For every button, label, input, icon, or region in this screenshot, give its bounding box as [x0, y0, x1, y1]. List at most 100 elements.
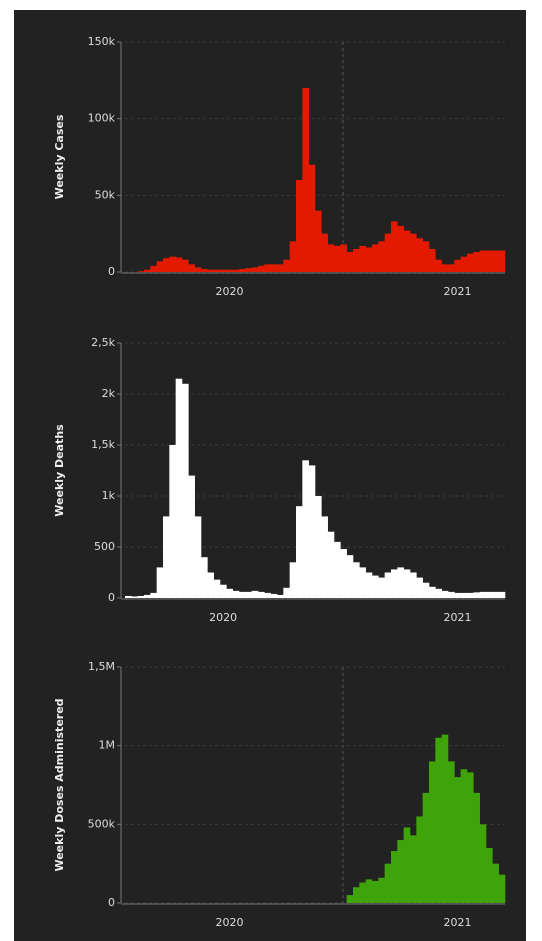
bar: [296, 180, 303, 272]
bar: [327, 244, 335, 272]
bar: [340, 549, 347, 598]
bar: [308, 465, 316, 598]
bar: [258, 591, 265, 598]
y-axis-title: Weekly Doses Administered: [53, 698, 66, 871]
bar: [264, 592, 271, 598]
y-tick-label: 1,5M: [88, 660, 115, 673]
bar: [378, 577, 385, 598]
bar: [251, 590, 259, 598]
bar: [308, 164, 316, 272]
bar: [251, 267, 259, 272]
bar: [403, 569, 411, 598]
bar: [334, 541, 341, 598]
bar: [498, 874, 506, 903]
bar: [346, 252, 354, 272]
bar: [416, 816, 423, 903]
bar: [391, 569, 398, 598]
bar: [422, 792, 430, 903]
bar: [372, 880, 379, 903]
bar: [188, 264, 195, 272]
bar: [264, 264, 271, 272]
bar: [378, 241, 385, 272]
bar: [479, 250, 487, 272]
bar: [283, 587, 290, 598]
bar: [492, 863, 499, 903]
bar: [498, 250, 506, 272]
bar: [454, 592, 461, 598]
bar: [137, 595, 145, 598]
bar: [422, 582, 430, 598]
bar: [416, 238, 423, 272]
bar: [372, 575, 379, 598]
bar: [410, 233, 417, 272]
bar: [422, 241, 430, 272]
x-tick-label: 2020: [216, 285, 244, 298]
bar: [441, 590, 449, 598]
bar: [156, 261, 164, 272]
bar: [365, 879, 373, 903]
bar: [448, 761, 455, 903]
bar: [384, 233, 392, 272]
bar: [302, 88, 309, 272]
bar: [359, 882, 366, 903]
bar: [239, 591, 246, 598]
bar: [435, 588, 442, 598]
bar: [346, 555, 354, 598]
x-tick-label: 2021: [444, 611, 472, 624]
bar: [239, 268, 246, 272]
bar: [277, 594, 284, 598]
y-tick-label: 0: [108, 591, 115, 604]
y-tick-label: 1,5k: [91, 438, 115, 451]
bar: [220, 584, 227, 598]
bar: [467, 772, 474, 903]
bar: [258, 265, 265, 272]
bar: [391, 221, 398, 272]
bar: [226, 588, 233, 598]
bar: [194, 267, 202, 272]
y-tick-label: 2k: [102, 387, 116, 400]
bar: [498, 591, 506, 598]
bar: [403, 230, 411, 272]
bar: [302, 460, 309, 598]
bar: [150, 265, 157, 272]
bar: [479, 591, 487, 598]
bar: [201, 557, 208, 598]
bar: [296, 506, 303, 598]
bar: [270, 593, 278, 598]
bar: [232, 590, 240, 598]
x-tick-label: 2020: [216, 916, 244, 929]
x-tick-label: 2021: [444, 916, 472, 929]
bar: [175, 257, 183, 272]
bar: [473, 252, 480, 272]
bar: [486, 847, 493, 903]
bar: [245, 591, 252, 598]
bar: [213, 269, 221, 272]
x-tick-label: 2021: [444, 285, 472, 298]
bar: [353, 249, 360, 272]
bar: [441, 734, 449, 903]
bar: [137, 271, 145, 272]
bar: [220, 269, 227, 272]
bar: [359, 245, 366, 272]
bar: [441, 264, 449, 272]
bar: [384, 572, 392, 598]
bar: [315, 210, 322, 272]
bar: [460, 256, 468, 272]
y-axis-title: Weekly Deaths: [53, 424, 66, 517]
bar: [144, 269, 151, 272]
bar: [213, 579, 221, 598]
bar: [289, 241, 297, 272]
bar: [391, 851, 398, 903]
bar: [467, 592, 474, 598]
bar: [397, 840, 404, 903]
bar: [460, 769, 468, 903]
bar: [429, 586, 436, 598]
bar: [188, 475, 195, 598]
x-tick-label: 2020: [209, 611, 237, 624]
y-tick-label: 0: [108, 265, 115, 278]
bar: [454, 259, 461, 272]
y-tick-label: 1M: [99, 739, 116, 752]
bar: [359, 567, 366, 598]
bar: [410, 572, 417, 598]
